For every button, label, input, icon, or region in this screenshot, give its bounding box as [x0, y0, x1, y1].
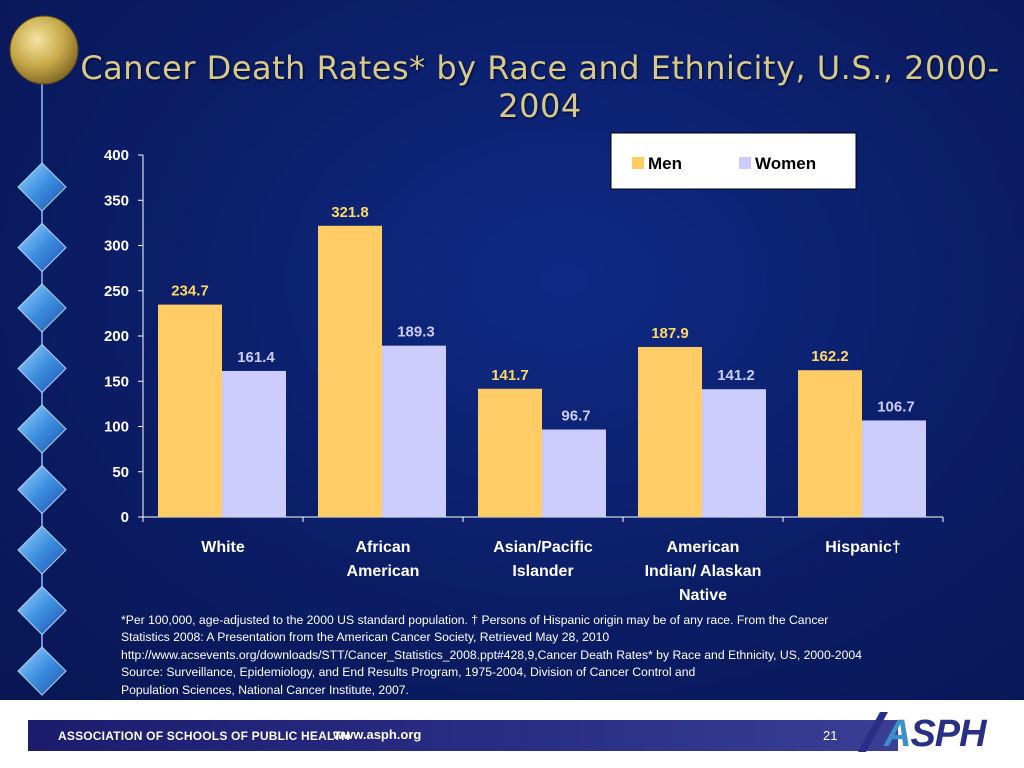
y-tick-label: 100: [104, 419, 129, 436]
legend-label-men: Men: [648, 154, 682, 173]
data-label-women: 106.7: [877, 398, 915, 415]
gold-circle-icon: [9, 15, 79, 85]
x-category-label-line: American: [667, 539, 740, 556]
diamond-icon: [17, 525, 67, 575]
diamond-icon: [17, 646, 67, 696]
x-category-label-line: Native: [679, 587, 727, 604]
bar-women: [702, 389, 766, 517]
page-number: 21: [823, 728, 838, 743]
y-tick-label: 150: [104, 373, 129, 390]
x-category-label-line: Hispanic†: [825, 539, 901, 556]
bar-men: [798, 370, 862, 517]
footnote-line: http://www.acsevents.org/downloads/STT/C…: [121, 647, 862, 662]
logo-letter-a: A: [884, 713, 911, 755]
diamond-icon: [17, 283, 67, 333]
bar-men: [318, 225, 382, 517]
footer-url-link[interactable]: www.asph.org: [333, 727, 422, 742]
bar-women: [222, 370, 286, 517]
footnote-line: Population Sciences, National Cancer Ins…: [121, 682, 409, 697]
y-tick-label: 250: [104, 283, 129, 300]
data-label-women: 189.3: [397, 324, 435, 341]
data-label-women: 161.4: [237, 349, 275, 366]
x-category-label: Hispanic†: [825, 539, 901, 556]
x-category-label-line: Asian/Pacific: [493, 539, 593, 556]
data-labels-group: 234.7 321.8 141.7 187.9 162.2 161.4 189.3 96.7 1…: [171, 204, 915, 425]
x-category-label: White: [201, 539, 245, 556]
y-tick-label: 350: [104, 192, 129, 209]
data-label-women: 96.7: [561, 407, 590, 424]
data-label-men: 321.8: [331, 204, 369, 221]
footer: ASSOCIATION OF SCHOOLS OF PUBLIC HEALTH …: [0, 700, 1024, 768]
x-category-label-line: Islander: [512, 563, 573, 580]
slide-title: Cancer Death Rates* by Race and Ethnicit…: [80, 49, 1000, 125]
diamond-icon: [17, 343, 67, 394]
legend: Men Women: [610, 132, 857, 190]
x-category-label: Asian/Pacific Islander: [493, 539, 593, 580]
bar-women: [862, 420, 926, 517]
y-tick-label: 200: [104, 328, 129, 345]
legend-label-women: Women: [755, 154, 816, 173]
logo-letters-rest: SPH: [910, 713, 986, 755]
data-label-men: 141.7: [491, 367, 529, 384]
category-labels-group: White African American Asian/Pacific Islande…: [201, 539, 901, 604]
bar-men: [158, 304, 222, 517]
x-category-label: African American: [347, 539, 420, 580]
bar-chart: 0 50 100 150 200 250 300 350 400 234.7 321.8 141.7…: [104, 132, 944, 604]
x-category-label-line: White: [201, 539, 245, 556]
bar-women: [382, 345, 446, 517]
diamond-icon: [17, 585, 67, 636]
diamond-icon: [17, 464, 67, 515]
y-tick-label: 400: [104, 147, 129, 164]
footer-organization: ASSOCIATION OF SCHOOLS OF PUBLIC HEALTH: [58, 729, 351, 743]
footer-bar: ASSOCIATION OF SCHOOLS OF PUBLIC HEALTH …: [28, 720, 898, 751]
diamond-icon: [17, 222, 67, 273]
x-category-label-line: Indian/ Alaskan: [645, 563, 762, 580]
diamond-group: [17, 162, 67, 696]
y-tick-label: 50: [112, 464, 129, 481]
bars-group: [158, 225, 926, 517]
footnote-line: *Per 100,000, age-adjusted to the 2000 U…: [121, 613, 829, 627]
footnote-line: Source: Surveillance, Epidemiology, and …: [121, 665, 696, 680]
footnote: *Per 100,000, age-adjusted to the 2000 U…: [121, 612, 1001, 699]
data-label-men: 187.9: [651, 325, 689, 342]
diamond-icon: [17, 162, 67, 212]
data-label-men: 234.7: [171, 283, 209, 300]
diamond-icon: [17, 404, 67, 454]
y-tick-label: 0: [121, 509, 129, 526]
legend-swatch-men: [632, 157, 644, 169]
x-category-label-line: African: [355, 539, 410, 556]
decoration-strip: [9, 15, 79, 696]
bar-men: [478, 388, 542, 517]
data-label-women: 141.2: [717, 367, 755, 384]
data-label-men: 162.2: [811, 348, 849, 365]
x-category-label-line: American: [347, 563, 420, 580]
legend-swatch-women: [739, 157, 751, 169]
asph-logo: ASPH: [884, 713, 987, 755]
footer-slash-icon: [858, 712, 888, 752]
footnote-line: Statistics 2008: A Presentation from the…: [121, 630, 610, 645]
bar-women: [542, 429, 606, 517]
y-tick-label: 300: [104, 238, 129, 255]
bar-men: [638, 346, 702, 517]
x-category-label: American Indian/ Alaskan Native: [645, 539, 762, 604]
legend-box: [610, 132, 857, 190]
